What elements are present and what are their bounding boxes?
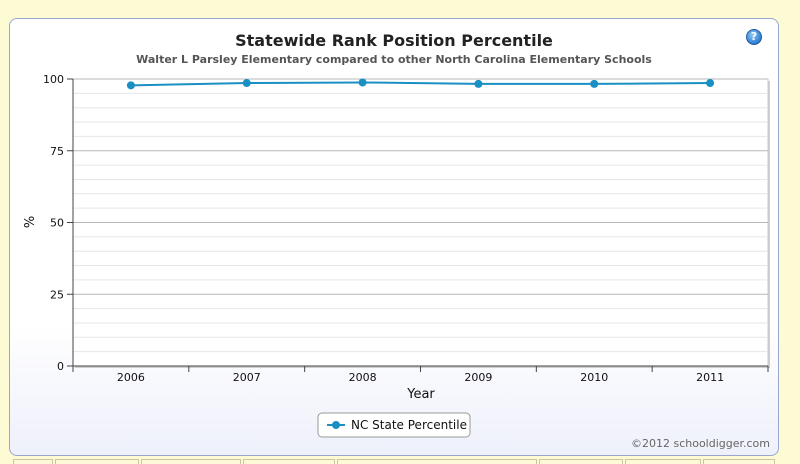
bottom-tab[interactable]	[625, 459, 701, 464]
chart-title: Statewide Rank Position Percentile	[235, 31, 553, 50]
y-tick-label: 100	[43, 73, 64, 86]
x-tick-label: 2010	[580, 371, 608, 384]
legend-item-label: NC State Percentile	[351, 418, 467, 432]
series-line	[130, 81, 711, 87]
legend[interactable]: NC State Percentile	[317, 412, 471, 438]
legend-box	[317, 412, 471, 438]
data-point	[474, 79, 483, 88]
bottom-tab[interactable]	[703, 459, 775, 464]
x-tick-label: 2006	[117, 371, 145, 384]
x-tick-label: 2007	[233, 371, 261, 384]
chart-subtitle: Walter L Parsley Elementary compared to …	[136, 53, 652, 66]
y-tick-label: 50	[50, 217, 64, 230]
legend-swatch-marker	[332, 421, 340, 429]
x-tick-label: 2008	[349, 371, 377, 384]
data-point	[590, 79, 599, 88]
bottom-tab-strip	[9, 459, 779, 464]
x-tick-label: 2011	[696, 371, 724, 384]
bottom-tab[interactable]	[55, 459, 139, 464]
credit-text: ©2012 schooldigger.com	[631, 437, 770, 450]
bottom-tab[interactable]	[141, 459, 241, 464]
data-point	[126, 81, 135, 90]
x-tick-label: 2009	[464, 371, 492, 384]
bottom-tab[interactable]	[13, 459, 53, 464]
y-axis-label: %	[23, 216, 38, 228]
x-axis-label: Year	[406, 387, 435, 402]
bottom-tab[interactable]	[539, 459, 623, 464]
bottom-tab[interactable]	[337, 459, 537, 464]
y-tick-label: 0	[57, 360, 64, 373]
data-point	[706, 79, 715, 88]
data-point	[358, 78, 367, 87]
y-tick-label: 25	[50, 288, 64, 301]
y-tick-label: 75	[50, 145, 64, 158]
help-icon[interactable]: ?	[746, 29, 762, 45]
data-point	[242, 79, 251, 88]
bottom-tab[interactable]	[243, 459, 335, 464]
